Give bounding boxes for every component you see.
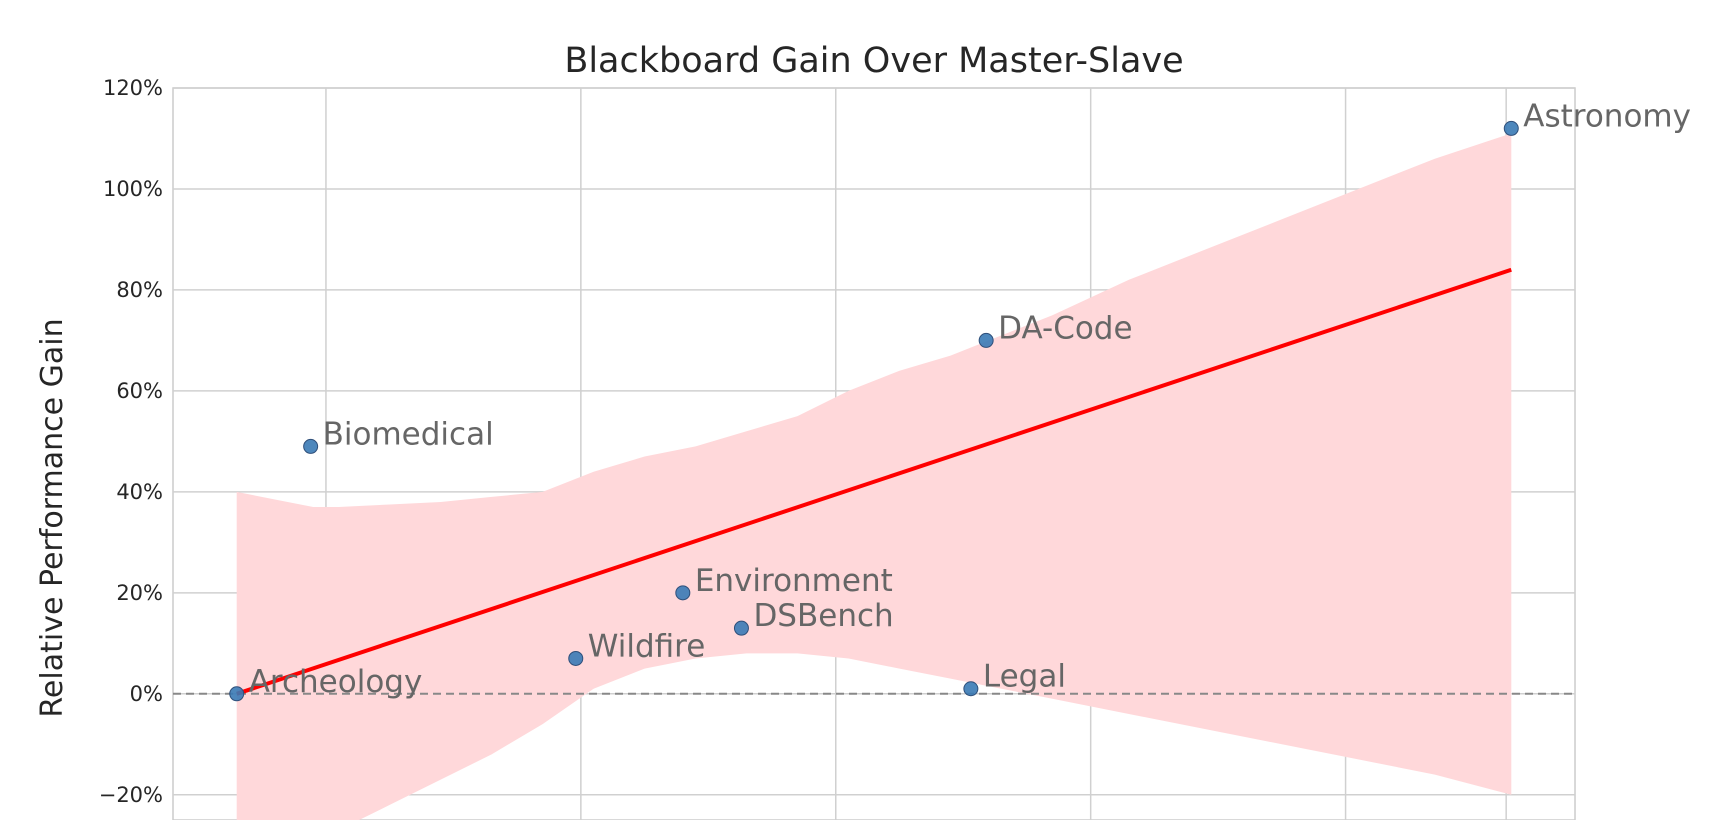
- point-label-dsbench: DSBench: [753, 598, 893, 634]
- point-label-legal: Legal: [983, 659, 1066, 695]
- y-tick-labels: −20% 0% 20% 40% 60% 80% 100% 120%: [99, 76, 163, 807]
- point-labels: ArcheologyBiomedicalWildfireEnvironmentD…: [249, 98, 1691, 699]
- data-point-archeology: [229, 686, 245, 702]
- data-point-dsbench: [733, 620, 749, 636]
- data-point-biomedical: [303, 438, 319, 454]
- point-label-biomedical: Biomedical: [323, 416, 494, 452]
- y-tick-label: 0%: [130, 682, 163, 706]
- point-label-da-code: DA-Code: [998, 310, 1132, 346]
- y-tick-label: 100%: [103, 177, 163, 201]
- point-label-environment: Environment: [695, 563, 893, 599]
- point-label-archeology: Archeology: [249, 664, 423, 700]
- y-tick-label: 120%: [103, 76, 163, 100]
- data-point-wildfire: [568, 650, 584, 666]
- y-tick-label: 20%: [116, 581, 163, 605]
- point-label-wildfire: Wildfire: [588, 628, 706, 664]
- confidence-band: [236, 133, 1512, 820]
- y-tick-label: 80%: [116, 278, 163, 302]
- y-tick-label: 40%: [116, 480, 163, 504]
- data-point-astronomy: [1503, 120, 1519, 136]
- chart-title: Blackboard Gain Over Master-Slave: [564, 41, 1183, 81]
- point-label-astronomy: Astronomy: [1523, 98, 1691, 134]
- data-point-environment: [675, 585, 691, 601]
- data-point-da-code: [978, 332, 994, 348]
- data-point-legal: [963, 681, 979, 697]
- regression-line: [236, 267, 1512, 696]
- data-points: [229, 120, 1519, 702]
- y-tick-label: 60%: [116, 379, 163, 403]
- y-axis-label: Relative Performance Gain: [35, 318, 70, 717]
- y-tick-label: −20%: [99, 783, 163, 807]
